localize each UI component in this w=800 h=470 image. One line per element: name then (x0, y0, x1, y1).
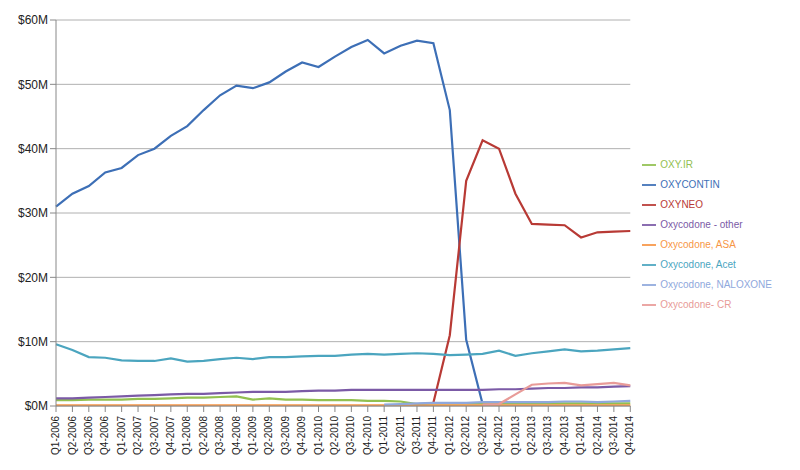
svg-text:Q1-2010: Q1-2010 (313, 416, 324, 455)
svg-text:Q2-2007: Q2-2007 (132, 416, 143, 455)
svg-text:Q3-2006: Q3-2006 (83, 416, 94, 455)
svg-text:Q3-2008: Q3-2008 (214, 416, 225, 455)
svg-text:Q2-2011: Q2-2011 (395, 416, 406, 455)
svg-text:Q1-2012: Q1-2012 (444, 416, 455, 455)
svg-text:$30M: $30M (18, 206, 48, 220)
svg-text:$10M: $10M (18, 335, 48, 349)
svg-text:Q4-2013: Q4-2013 (559, 416, 570, 455)
html-text:OXY.IR: OXY.IR (660, 159, 693, 170)
svg-text:Q1-2006: Q1-2006 (50, 416, 61, 455)
svg-text:Q3-2014: Q3-2014 (608, 416, 619, 455)
svg-text:Q1-2007: Q1-2007 (116, 416, 127, 455)
svg-text:$40M: $40M (18, 142, 48, 156)
svg-text:Q2-2009: Q2-2009 (263, 416, 274, 455)
svg-text:Q4-2011: Q4-2011 (427, 416, 438, 455)
html-text:Oxycodone, NALOXONE: Oxycodone, NALOXONE (660, 279, 772, 290)
html-text:Oxycodone - other: Oxycodone - other (660, 219, 743, 230)
html-text:Oxycodone, Acet: Oxycodone, Acet (660, 259, 736, 270)
svg-text:Q4-2012: Q4-2012 (493, 416, 504, 455)
html-text:OXYCONTIN: OXYCONTIN (660, 179, 720, 190)
svg-text:Q1-2013: Q1-2013 (510, 416, 521, 455)
svg-text:Q1-2014: Q1-2014 (575, 416, 586, 455)
svg-text:Q2-2012: Q2-2012 (460, 416, 471, 455)
svg-text:Q2-2014: Q2-2014 (592, 416, 603, 455)
svg-text:Q4-2008: Q4-2008 (231, 416, 242, 455)
svg-text:Q4-2010: Q4-2010 (362, 416, 373, 455)
svg-text:Q4-2009: Q4-2009 (296, 416, 307, 455)
svg-text:Q4-2014: Q4-2014 (624, 416, 635, 455)
svg-text:Q1-2009: Q1-2009 (247, 416, 258, 455)
svg-text:Q1-2008: Q1-2008 (181, 416, 192, 455)
html-text:Oxycodone- CR: Oxycodone- CR (660, 299, 732, 310)
html-text:OXYNEO: OXYNEO (660, 199, 704, 210)
svg-text:Q1-2011: Q1-2011 (378, 416, 389, 455)
svg-text:Q2-2010: Q2-2010 (329, 416, 340, 455)
html-text:Oxycodone, ASA: Oxycodone, ASA (660, 239, 736, 250)
svg-text:Q2-2013: Q2-2013 (526, 416, 537, 455)
svg-text:Q4-2006: Q4-2006 (99, 416, 110, 455)
svg-text:Q3-2011: Q3-2011 (411, 416, 422, 455)
svg-text:Q3-2013: Q3-2013 (542, 416, 553, 455)
svg-text:Q3-2012: Q3-2012 (477, 416, 488, 455)
svg-text:Q4-2007: Q4-2007 (165, 416, 176, 455)
svg-text:Q3-2007: Q3-2007 (149, 416, 160, 455)
svg-text:$0M: $0M (25, 399, 48, 413)
svg-text:Q3-2009: Q3-2009 (280, 416, 291, 455)
svg-text:$50M: $50M (18, 78, 48, 92)
svg-text:Q2-2008: Q2-2008 (198, 416, 209, 455)
svg-text:$20M: $20M (18, 271, 48, 285)
svg-text:Q3-2010: Q3-2010 (345, 416, 356, 455)
svg-text:$60M: $60M (18, 13, 48, 27)
svg-text:Q2-2006: Q2-2006 (67, 416, 78, 455)
